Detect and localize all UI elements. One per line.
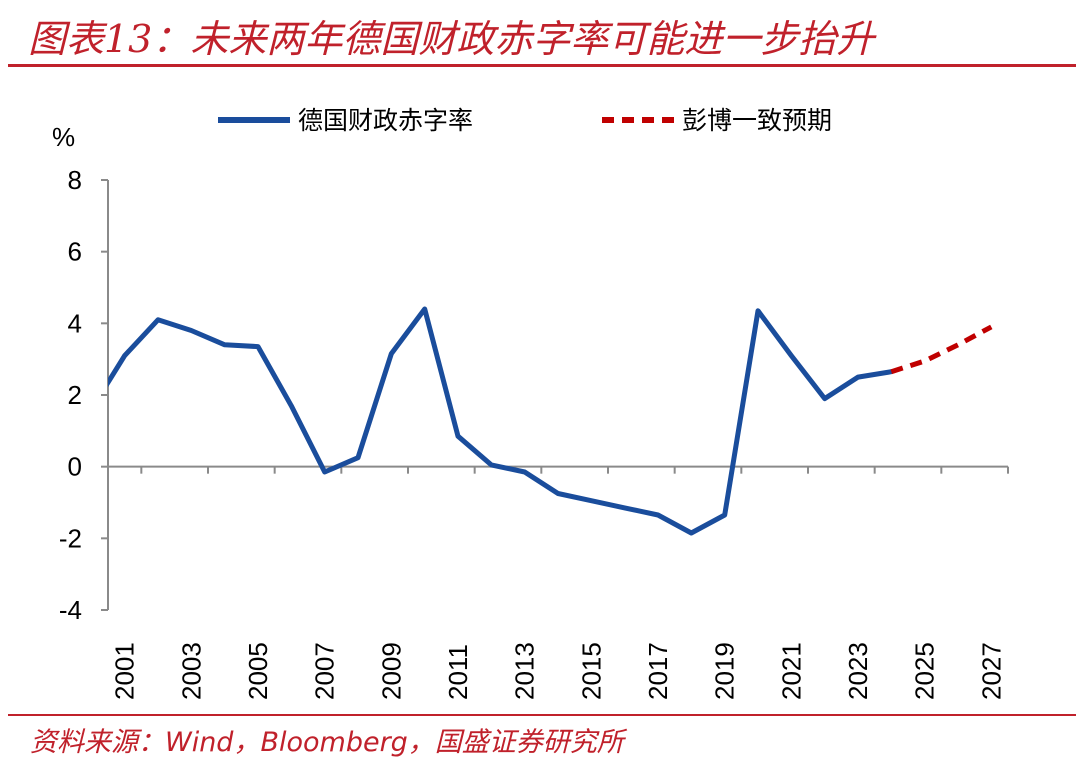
x-tick-label: 2003 xyxy=(176,642,206,700)
y-tick-label: 2 xyxy=(68,380,82,410)
x-axis-ticks: 2001 2003 2005 2007 2009 2011 2013 2015 2017 2019… xyxy=(110,466,1009,700)
y-tick-label: -2 xyxy=(59,523,82,553)
title-divider xyxy=(8,64,1076,67)
footer-divider xyxy=(8,714,1076,716)
x-tick-label: 2007 xyxy=(310,642,340,700)
chart-legend: 德国财政赤字率 彭博一致预期 xyxy=(218,106,832,135)
source-note: 资料来源：Wind，Bloomberg，国盛证券研究所 xyxy=(30,727,624,758)
x-tick-label: 2009 xyxy=(376,642,406,700)
chart-title: 图表13：未来两年德国财政赤字率可能进一步抬升 xyxy=(28,17,875,61)
x-tick-label: 2019 xyxy=(710,642,740,700)
x-tick-label: 2023 xyxy=(843,642,873,700)
x-tick-label: 2021 xyxy=(776,642,806,700)
y-tick-label: 6 xyxy=(68,237,82,267)
x-tick-label: 2013 xyxy=(510,642,540,700)
x-tick-label: 2017 xyxy=(643,642,673,700)
x-tick-label: 2025 xyxy=(910,642,940,700)
y-axis-unit: % xyxy=(52,122,75,152)
x-tick-label: 2015 xyxy=(576,642,606,700)
series-line-actual xyxy=(108,306,894,536)
y-tick-label: 0 xyxy=(68,452,82,482)
y-axis-ticks: 8 6 4 2 0 -2 -4 xyxy=(59,165,108,625)
y-tick-label: 8 xyxy=(68,165,82,195)
axes xyxy=(107,180,1008,610)
x-tick-label: 2027 xyxy=(976,642,1006,700)
legend-label-actual: 德国财政赤字率 xyxy=(298,106,473,135)
y-tick-label: -4 xyxy=(59,595,82,625)
series-line-forecast xyxy=(890,324,993,375)
x-tick-label: 2011 xyxy=(443,644,473,700)
x-tick-label: 2005 xyxy=(243,642,273,700)
x-tick-label: 2001 xyxy=(110,642,140,700)
legend-label-forecast: 彭博一致预期 xyxy=(682,106,832,135)
series-group xyxy=(108,306,993,536)
y-tick-label: 4 xyxy=(68,308,82,338)
